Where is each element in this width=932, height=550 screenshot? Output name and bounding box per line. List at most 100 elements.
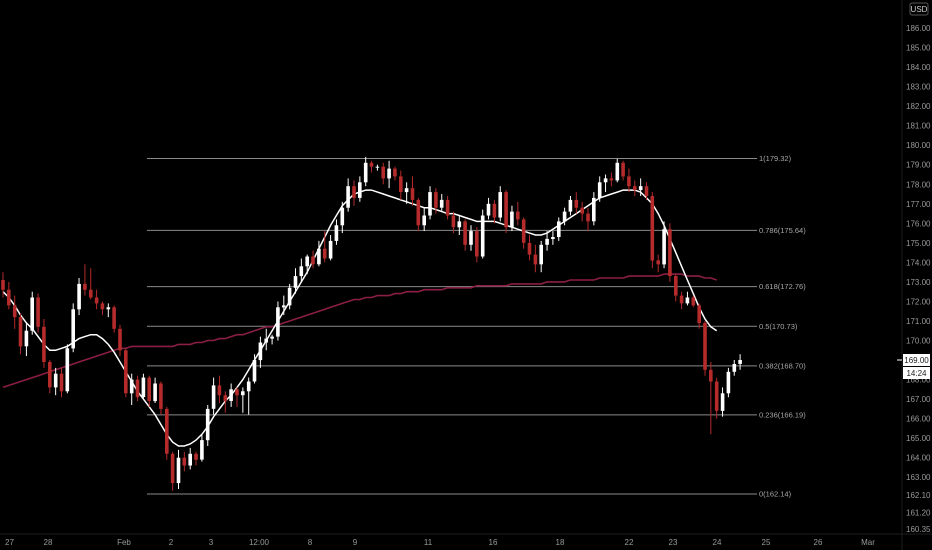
candle — [679, 291, 684, 310]
candle-body-up — [106, 307, 111, 310]
candle — [112, 305, 116, 333]
price-tick-label: 167.00 — [906, 395, 931, 404]
candle — [141, 373, 146, 400]
candle — [241, 387, 245, 413]
candle — [726, 367, 731, 398]
candle-body-up — [200, 440, 204, 460]
candle-body-up — [738, 360, 742, 364]
candle — [551, 231, 555, 245]
price-tick-label: 182.00 — [906, 102, 931, 111]
candle — [399, 170, 403, 200]
candle — [217, 375, 222, 403]
candle — [568, 196, 573, 216]
time-tick-label: 23 — [669, 538, 678, 547]
candle — [65, 344, 70, 394]
candle — [662, 221, 666, 269]
fib-level-label: 0(162.14) — [759, 490, 792, 499]
candle — [445, 196, 450, 220]
price-tick-label: 161.20 — [906, 508, 931, 517]
time-tick-label: 25 — [762, 538, 771, 547]
candle-body-down — [451, 215, 456, 228]
currency-badge[interactable]: USD — [909, 2, 929, 16]
time-axis[interactable]: 27 28 Feb 2 3 12:00 8 9 11 16 18 22 23 24 25 26 Mar — [5, 538, 875, 547]
price-tick-label: 173.00 — [906, 278, 931, 287]
candle — [703, 321, 707, 376]
candle — [475, 227, 479, 263]
candle — [276, 301, 280, 341]
candle-body-up — [241, 391, 245, 396]
candle — [597, 176, 602, 202]
candle — [510, 205, 514, 232]
price-tick-label: 177.00 — [906, 200, 931, 209]
candle-body-up — [358, 182, 362, 198]
candle-body-up — [129, 379, 134, 394]
candle — [480, 209, 485, 259]
candle-body-down — [112, 307, 116, 329]
candle-body-down — [42, 326, 46, 362]
candle — [656, 254, 660, 273]
time-tick-label: 24 — [713, 538, 722, 547]
candle-body-down — [124, 350, 128, 394]
candle-body-up — [317, 248, 321, 265]
candle — [638, 178, 643, 196]
fibonacci-retracement[interactable]: 1(179.32) 0.786(175.64) 0.618(172.76) 0.5(1… — [147, 154, 806, 499]
candle-body-down — [580, 207, 584, 214]
candle — [94, 289, 99, 310]
time-tick-label: 2 — [169, 538, 174, 547]
price-tick-label: 175.00 — [906, 239, 931, 248]
candle-body-up — [153, 383, 157, 402]
candle-body-up — [334, 225, 339, 241]
price-tick-label: 172.00 — [906, 298, 931, 307]
candle — [685, 291, 690, 306]
candle-body-up — [188, 453, 192, 466]
time-tick-label: 3 — [209, 538, 214, 547]
candle-body-down — [170, 453, 175, 484]
candle-body-down — [586, 213, 590, 222]
candle — [299, 258, 304, 282]
candle-body-up — [615, 162, 620, 181]
candle — [644, 182, 649, 200]
candle-body-down — [668, 229, 672, 277]
candle-body-down — [445, 199, 450, 216]
candle — [153, 377, 157, 403]
candle — [516, 201, 520, 226]
last-price-value: 169.00 — [904, 356, 929, 365]
candle-body-up — [293, 276, 298, 288]
candle-body-up — [328, 240, 333, 259]
candle-body-down — [714, 381, 719, 411]
candle-body-up — [258, 342, 263, 361]
candle-body-down — [504, 192, 508, 228]
price-tick-label: 183.00 — [906, 83, 931, 92]
candle-body-down — [235, 389, 239, 396]
candle-body-up — [141, 377, 146, 398]
fib-level-label: 0.618(172.76) — [759, 282, 806, 291]
candle — [165, 406, 169, 460]
candle — [738, 354, 742, 370]
candle — [469, 225, 473, 251]
candle — [229, 383, 233, 407]
candle-body-up — [551, 237, 555, 239]
candle — [317, 240, 321, 267]
candle — [205, 405, 210, 446]
time-tick-label: 11 — [424, 538, 433, 547]
candle — [580, 201, 584, 222]
candle-body-down — [182, 457, 187, 466]
candle — [668, 223, 672, 282]
candle-body-up — [510, 211, 514, 228]
candle — [24, 322, 29, 357]
time-tick-label: 16 — [489, 538, 498, 547]
candle-body-down — [516, 211, 520, 220]
candle-body-down — [697, 305, 701, 323]
candle — [428, 186, 432, 220]
candle-body-down — [48, 362, 52, 388]
candle — [182, 451, 187, 472]
candle — [633, 180, 637, 196]
candle — [147, 375, 151, 407]
candle-body-up — [346, 186, 350, 208]
candle — [188, 447, 192, 470]
candle-body-up — [439, 199, 444, 208]
candle-body-down — [352, 186, 356, 198]
price-tick-label: 178.00 — [906, 180, 931, 189]
candle-body-down — [621, 162, 625, 177]
